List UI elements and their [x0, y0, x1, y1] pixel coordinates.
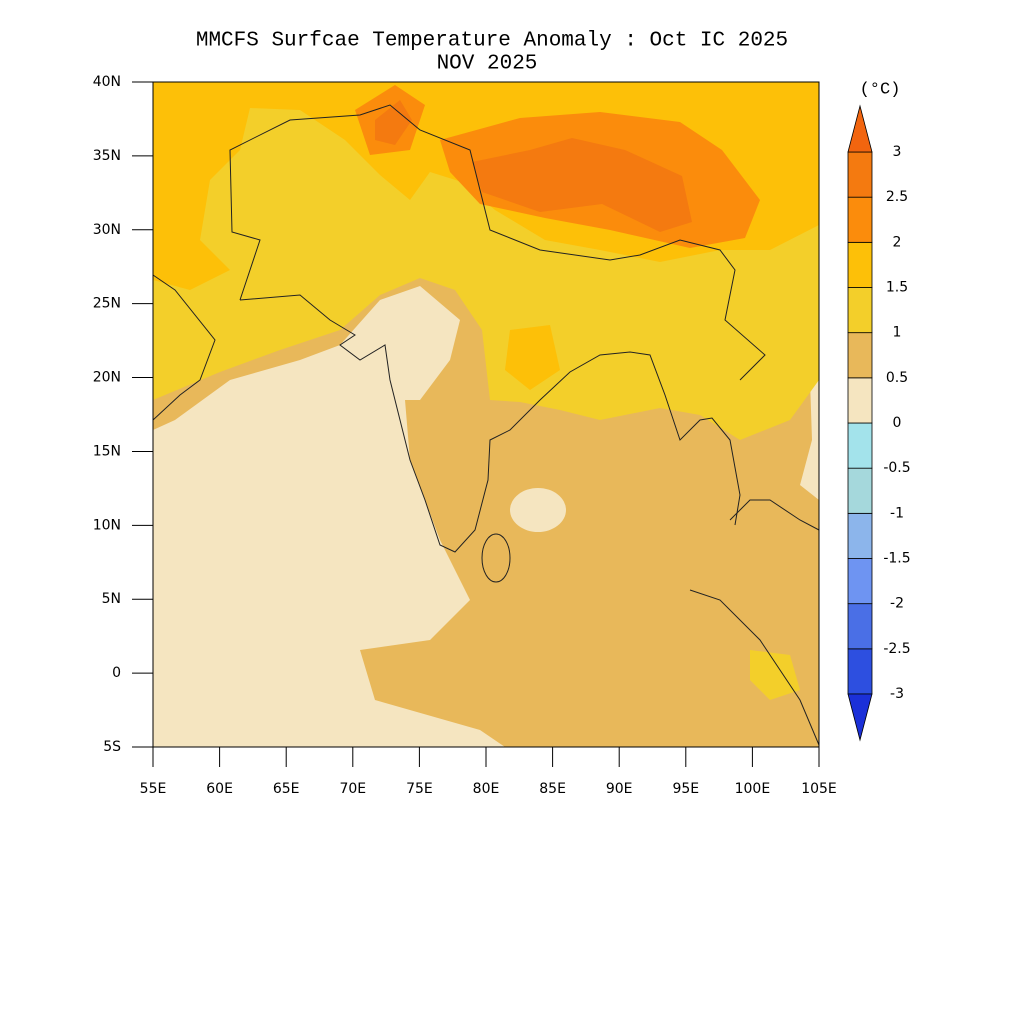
colorbar-bin — [847, 196, 873, 243]
y-tick-label: 15N — [93, 443, 121, 459]
colorbar-label: 2 — [893, 234, 902, 250]
anomaly-region — [472, 138, 692, 232]
y-tick-label: 35N — [93, 148, 121, 164]
anomaly-region — [375, 100, 412, 145]
colorbar-label: -3 — [890, 686, 904, 702]
title: MMCFS Surfcae Temperature Anomaly : Oct … — [196, 30, 788, 53]
colorbar-label: -2 — [890, 596, 904, 612]
subtitle: NOV 2025 — [437, 53, 538, 76]
colorbar-bin — [847, 422, 873, 469]
colorbar-label: -2.5 — [883, 641, 910, 657]
anomaly-region — [800, 375, 819, 500]
border — [229, 104, 766, 381]
x-tick-label: 75E — [406, 781, 433, 797]
colorbar-label: -1.5 — [883, 551, 910, 567]
x-tick-label: 80E — [473, 781, 500, 797]
coastlines — [152, 104, 820, 746]
x-tick-label: 90E — [606, 781, 633, 797]
x-tick-label: 95E — [672, 781, 699, 797]
colorbar-label: -0.5 — [883, 460, 910, 476]
x-tick-label: 60E — [206, 781, 233, 797]
colorbar-label: 3 — [893, 144, 902, 160]
colorbar-bin — [847, 648, 873, 695]
colorbar-unit: (°C) — [860, 80, 901, 99]
colorbar-bin — [847, 603, 873, 650]
coastline — [481, 533, 511, 583]
colorbar-bin — [847, 332, 873, 379]
anomaly-region — [153, 286, 505, 747]
y-tick-label: 10N — [93, 517, 121, 533]
colorbar-high-triangle — [847, 104, 873, 153]
colorbar-label: 0 — [893, 415, 902, 431]
anomaly-region — [505, 325, 560, 390]
y-tick-label: 30N — [93, 222, 121, 238]
colorbar-bin — [847, 151, 873, 198]
colorbar-bin — [847, 287, 873, 334]
colorbar-bin — [847, 377, 873, 424]
y-tick-label: 40N — [93, 74, 121, 90]
colorbar-label: 1 — [893, 325, 902, 341]
coastline — [152, 274, 216, 421]
colorbar-label: 1.5 — [886, 280, 908, 296]
coastline — [239, 294, 741, 553]
x-tick-label: 105E — [801, 781, 837, 797]
colorbar-bin — [847, 241, 873, 288]
colorbar-label: 0.5 — [886, 370, 908, 386]
colorbar-bin — [847, 558, 873, 605]
y-tick-label: 25N — [93, 296, 121, 312]
x-tick-label: 70E — [339, 781, 366, 797]
coastline — [729, 499, 820, 531]
colorbar-label: 2.5 — [886, 189, 908, 205]
map-fill — [153, 82, 819, 747]
x-tick-label: 85E — [539, 781, 566, 797]
y-tick-label: 0 — [112, 665, 121, 681]
y-tick-label: 5N — [102, 591, 121, 607]
y-tick-label: 20N — [93, 370, 121, 386]
x-tick-label: 65E — [273, 781, 300, 797]
colorbar-label: -1 — [890, 505, 904, 521]
y-tick-label: 5S — [103, 739, 121, 755]
coastline — [689, 589, 820, 746]
anomaly-region — [750, 650, 800, 700]
colorbar-low-triangle — [847, 693, 873, 742]
colorbar-bin — [847, 512, 873, 559]
colorbar-bin — [847, 467, 873, 514]
anomaly-region — [510, 488, 566, 532]
x-tick-label: 100E — [735, 781, 771, 797]
x-tick-label: 55E — [140, 781, 167, 797]
